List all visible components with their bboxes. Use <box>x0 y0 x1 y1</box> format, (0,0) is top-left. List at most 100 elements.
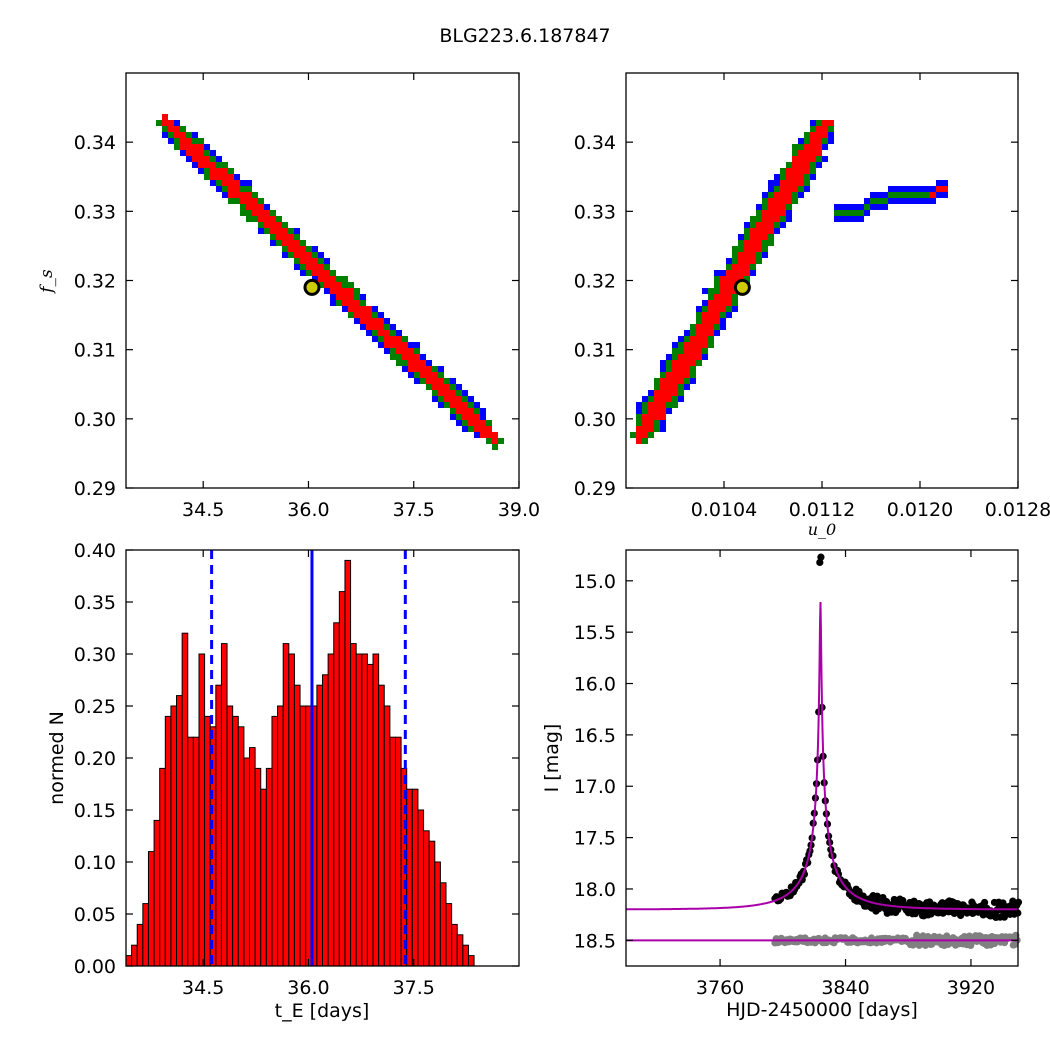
likelihood-cell <box>654 420 660 426</box>
likelihood-cell <box>324 264 330 270</box>
likelihood-cell <box>462 414 468 420</box>
likelihood-cell <box>306 270 312 276</box>
likelihood-cell <box>726 264 732 270</box>
histogram-bar <box>389 736 396 967</box>
likelihood-cell <box>726 258 732 264</box>
likelihood-cell <box>402 366 408 372</box>
likelihood-cell <box>720 324 726 330</box>
likelihood-cell <box>318 282 324 288</box>
likelihood-cell <box>714 276 720 282</box>
likelihood-cell <box>768 234 774 240</box>
likelihood-cell <box>660 384 666 390</box>
likelihood-cell <box>168 120 174 126</box>
likelihood-cell <box>702 306 708 312</box>
likelihood-cell <box>294 252 300 258</box>
likelihood-cell <box>798 138 804 144</box>
likelihood-cell <box>210 162 216 168</box>
likelihood-cell <box>186 156 192 162</box>
likelihood-cell <box>708 318 714 324</box>
likelihood-cell <box>690 366 696 372</box>
likelihood-cell <box>450 414 456 420</box>
likelihood-cell <box>414 366 420 372</box>
likelihood-cell <box>402 342 408 348</box>
likelihood-cell <box>708 324 714 330</box>
likelihood-cell <box>258 198 264 204</box>
likelihood-cell <box>354 312 360 318</box>
likelihood-cell <box>678 372 684 378</box>
likelihood-cell <box>678 348 684 354</box>
likelihood-cell <box>780 198 786 204</box>
likelihood-cell <box>738 276 744 282</box>
likelihood-cell <box>834 204 840 210</box>
likelihood-cell <box>660 402 666 408</box>
likelihood-cell <box>384 318 390 324</box>
likelihood-cell <box>816 150 822 156</box>
likelihood-cell <box>228 192 234 198</box>
likelihood-cell <box>456 408 462 414</box>
likelihood-cell <box>798 192 804 198</box>
likelihood-cell <box>684 372 690 378</box>
likelihood-cell <box>636 408 642 414</box>
likelihood-cell <box>762 252 768 258</box>
likelihood-cell <box>486 432 492 438</box>
likelihood-cell <box>738 240 744 246</box>
y-axis-tick-label: 0.10 <box>74 852 116 874</box>
likelihood-cell <box>216 186 222 192</box>
likelihood-cell <box>348 312 354 318</box>
likelihood-cell <box>192 150 198 156</box>
likelihood-cell <box>372 306 378 312</box>
y-axis-tick-label: 16.5 <box>574 725 616 747</box>
likelihood-cell <box>750 216 756 222</box>
likelihood-cell <box>774 180 780 186</box>
likelihood-cell <box>264 204 270 210</box>
y-axis-tick-label: 0.40 <box>74 540 116 562</box>
likelihood-cell <box>312 264 318 270</box>
likelihood-cell <box>696 360 702 366</box>
likelihood-cell <box>462 426 468 432</box>
likelihood-cell <box>426 372 432 378</box>
likelihood-cell <box>768 204 774 210</box>
likelihood-cell <box>186 132 192 138</box>
x-axis-tick-label: 34.5 <box>182 499 224 521</box>
likelihood-cell <box>276 240 282 246</box>
y-axis-tick-label: 0.33 <box>74 201 116 223</box>
histogram-bar <box>243 757 251 967</box>
likelihood-cell <box>678 342 684 348</box>
likelihood-cell <box>822 138 828 144</box>
likelihood-cell <box>480 426 486 432</box>
likelihood-cell <box>648 432 654 438</box>
histogram-bar <box>417 809 425 967</box>
likelihood-cell <box>726 300 732 306</box>
likelihood-cell <box>378 318 384 324</box>
likelihood-cell <box>780 192 786 198</box>
likelihood-cell <box>660 408 666 414</box>
likelihood-cell <box>312 258 318 264</box>
likelihood-cell <box>186 144 192 150</box>
x-axis-label-tE: t_E [days] <box>275 1000 370 1022</box>
likelihood-cell <box>792 198 798 204</box>
likelihood-cell <box>396 360 402 366</box>
histogram-bar <box>220 643 228 967</box>
likelihood-cell <box>342 276 348 282</box>
likelihood-cell <box>810 132 816 138</box>
likelihood-cell <box>672 378 678 384</box>
likelihood-cell <box>246 198 252 204</box>
likelihood-cell <box>744 228 750 234</box>
y-axis-tick-label: 0.34 <box>574 132 616 154</box>
y-axis-tick-label: 0.25 <box>74 696 116 718</box>
likelihood-cell <box>774 216 780 222</box>
likelihood-cell <box>720 288 726 294</box>
likelihood-cell <box>852 204 858 210</box>
likelihood-cell <box>480 408 486 414</box>
likelihood-cell <box>180 144 186 150</box>
likelihood-cell <box>312 276 318 282</box>
likelihood-cell <box>912 198 918 204</box>
likelihood-cell <box>864 204 870 210</box>
histogram-bar <box>282 643 290 967</box>
likelihood-cell <box>414 360 420 366</box>
likelihood-cell <box>720 276 726 282</box>
likelihood-cell <box>744 252 750 258</box>
likelihood-cell <box>750 234 756 240</box>
likelihood-cell <box>684 366 690 372</box>
likelihood-cell <box>192 132 198 138</box>
